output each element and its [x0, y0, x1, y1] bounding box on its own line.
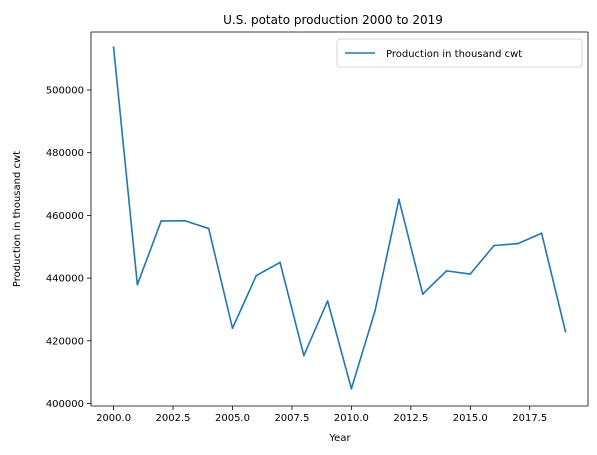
data-point	[160, 220, 162, 222]
y-tick-label: 460000	[46, 211, 84, 222]
data-point	[303, 355, 305, 357]
y-axis-label: Production in thousand cwt	[12, 151, 23, 287]
x-tick-label: 2012.5	[393, 413, 428, 424]
y-tick-label: 420000	[46, 336, 84, 347]
y-tick-label: 400000	[46, 399, 84, 410]
data-point	[446, 270, 448, 272]
plot-area	[91, 32, 588, 406]
data-point	[327, 300, 329, 302]
data-point	[565, 330, 567, 332]
data-point	[232, 327, 234, 329]
data-point	[517, 243, 519, 245]
x-tick-label: 2000.0	[96, 413, 131, 424]
y-tick-label: 500000	[46, 85, 84, 96]
data-point	[398, 199, 400, 201]
x-tick-label: 2015.0	[453, 413, 488, 424]
y-axis-ticks: 400000 420000 440000 460000 480000 500000	[46, 85, 91, 409]
legend: Production in thousand cwt	[337, 39, 582, 67]
data-point	[255, 275, 257, 277]
data-point	[374, 309, 376, 311]
data-point	[422, 293, 424, 295]
x-tick-label: 2002.5	[156, 413, 191, 424]
data-point	[493, 245, 495, 247]
legend-label: Production in thousand cwt	[386, 49, 522, 60]
data-point	[469, 273, 471, 275]
data-point	[541, 232, 543, 234]
x-tick-label: 2007.5	[274, 413, 309, 424]
x-axis-ticks: 2000.0 2002.5 2005.0 2007.5 2010.0 2012.5 2015…	[96, 406, 547, 424]
data-point	[136, 284, 138, 286]
data-point	[350, 388, 352, 390]
data-point	[184, 220, 186, 222]
x-tick-label: 2017.5	[512, 413, 547, 424]
chart-title: U.S. potato production 2000 to 2019	[223, 13, 443, 27]
y-tick-label: 440000	[46, 274, 84, 285]
x-tick-label: 2005.0	[215, 413, 250, 424]
x-tick-label: 2010.0	[334, 413, 369, 424]
y-tick-label: 480000	[46, 148, 84, 159]
x-axis-label: Year	[328, 433, 351, 444]
data-point	[279, 262, 281, 264]
data-point	[113, 46, 115, 48]
data-point	[208, 228, 210, 230]
